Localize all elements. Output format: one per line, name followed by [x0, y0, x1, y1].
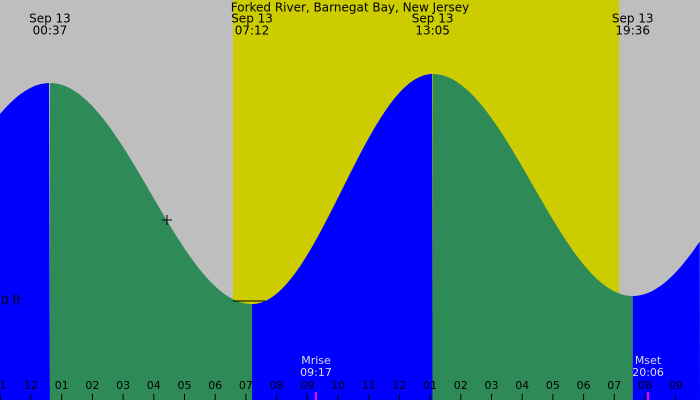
hour-label: 03 [116, 379, 130, 392]
moon-label: Mrise [301, 354, 331, 367]
extreme-date: Sep 13 [29, 12, 71, 26]
hour-label: 04 [515, 379, 529, 392]
hour-label: 1 [0, 379, 7, 392]
falling-tide [432, 74, 633, 400]
falling-tide [49, 83, 253, 400]
hour-label: 07 [607, 379, 621, 392]
hour-label: 09 [669, 379, 683, 392]
chart-title: Forked River, Barnegat Bay, New Jersey [231, 1, 470, 15]
extreme-date: Sep 13 [612, 12, 654, 26]
extreme-date: Sep 13 [412, 12, 454, 26]
zero-label: 0 ft [1, 294, 21, 308]
moon-time: 20:06 [632, 366, 664, 379]
hour-label: 02 [85, 379, 99, 392]
hour-label: 08 [638, 379, 652, 392]
rising-tide [0, 83, 50, 400]
extreme-time: 19:36 [615, 24, 650, 38]
hour-label: 02 [454, 379, 468, 392]
hour-label: 04 [147, 379, 161, 392]
extreme-time: 00:37 [33, 24, 68, 38]
hour-label: 05 [178, 379, 192, 392]
hour-label: 10 [331, 379, 345, 392]
hour-label: 05 [546, 379, 560, 392]
hour-label: 12 [392, 379, 406, 392]
hour-label: 06 [577, 379, 591, 392]
rising-tide [632, 241, 700, 400]
extreme-time: 07:12 [235, 24, 270, 38]
hour-label: 01 [423, 379, 437, 392]
hour-label: 03 [485, 379, 499, 392]
hour-label: 08 [270, 379, 284, 392]
hour-label: 06 [208, 379, 222, 392]
rising-tide [252, 74, 433, 400]
hour-label: 11 [362, 379, 376, 392]
extreme-date: Sep 13 [231, 12, 273, 26]
moon-label: Mset [635, 354, 662, 367]
hour-label: 01 [55, 379, 69, 392]
hour-label: 07 [239, 379, 253, 392]
hour-label: 12 [24, 379, 38, 392]
crosshair [162, 215, 172, 225]
hour-label: 09 [300, 379, 314, 392]
extreme-time: 13:05 [415, 24, 450, 38]
moon-time: 09:17 [300, 366, 332, 379]
